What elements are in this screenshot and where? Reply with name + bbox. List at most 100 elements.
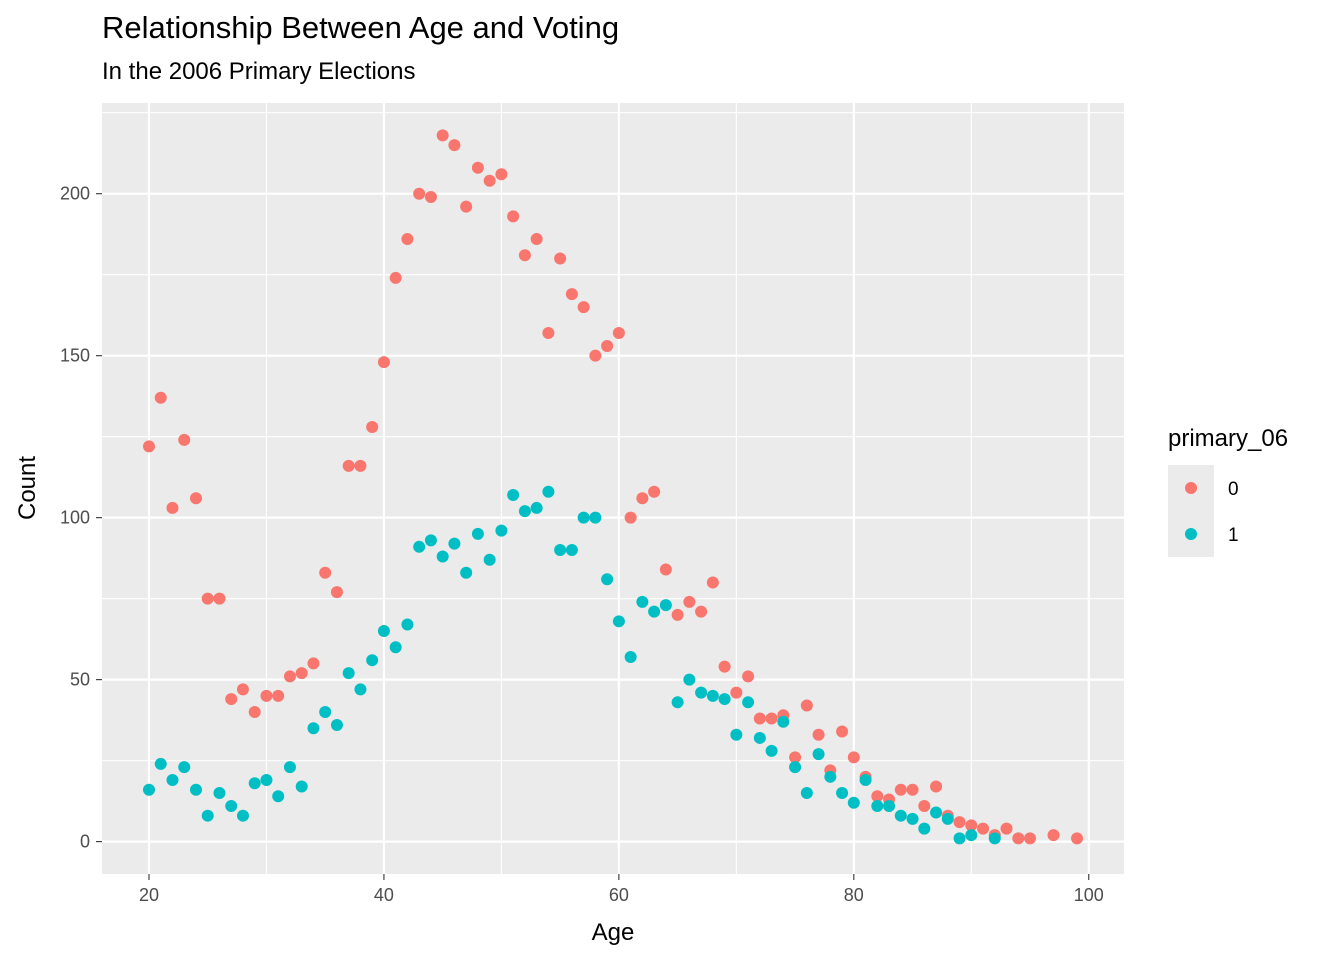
data-point-series-1 bbox=[730, 728, 743, 741]
data-point-series-1 bbox=[530, 501, 543, 514]
x-tick-label: 100 bbox=[1074, 885, 1104, 905]
data-point-series-0 bbox=[977, 822, 990, 835]
plot-panel bbox=[102, 103, 1124, 874]
chart-subtitle: In the 2006 Primary Elections bbox=[102, 58, 416, 85]
data-point-series-0 bbox=[836, 725, 849, 738]
data-point-series-0 bbox=[753, 712, 766, 725]
data-point-series-0 bbox=[413, 187, 426, 200]
data-point-series-0 bbox=[260, 689, 273, 702]
data-point-series-0 bbox=[330, 586, 343, 599]
data-point-series-0 bbox=[201, 592, 214, 605]
data-point-series-1 bbox=[894, 809, 907, 822]
data-point-series-0 bbox=[436, 129, 449, 142]
major-gridlines bbox=[102, 103, 1124, 874]
data-point-series-1 bbox=[906, 812, 919, 825]
data-point-series-1 bbox=[941, 812, 954, 825]
data-point-series-0 bbox=[601, 339, 614, 352]
data-point-series-1 bbox=[648, 605, 661, 618]
data-point-series-1 bbox=[742, 696, 755, 709]
data-point-series-0 bbox=[1071, 832, 1084, 845]
data-point-series-0 bbox=[225, 693, 238, 706]
data-point-series-1 bbox=[718, 693, 731, 706]
data-point-series-0 bbox=[930, 780, 943, 793]
data-point-series-1 bbox=[401, 618, 414, 631]
data-point-series-1 bbox=[307, 722, 320, 735]
data-point-series-0 bbox=[800, 699, 813, 712]
data-point-series-1 bbox=[824, 770, 837, 783]
data-point-series-1 bbox=[542, 485, 555, 498]
data-point-series-0 bbox=[871, 790, 884, 803]
data-point-series-0 bbox=[319, 566, 332, 579]
data-point-series-0 bbox=[577, 301, 590, 314]
data-point-series-1 bbox=[965, 829, 978, 842]
legend-label-1: 1 bbox=[1228, 525, 1239, 546]
data-point-series-0 bbox=[471, 161, 484, 174]
data-point-series-1 bbox=[236, 809, 249, 822]
data-point-series-1 bbox=[495, 524, 508, 537]
data-point-series-1 bbox=[765, 744, 778, 757]
chart-title: Relationship Between Age and Voting bbox=[102, 10, 620, 45]
data-point-series-1 bbox=[448, 537, 461, 550]
data-point-series-0 bbox=[307, 657, 320, 670]
data-point-series-1 bbox=[612, 615, 625, 628]
data-point-series-1 bbox=[836, 787, 849, 800]
data-point-series-1 bbox=[589, 511, 602, 524]
data-point-series-0 bbox=[718, 660, 731, 673]
data-point-series-1 bbox=[213, 787, 226, 800]
y-axis-ticks: 0 50 100 150 200 bbox=[60, 184, 102, 852]
data-point-series-1 bbox=[812, 748, 825, 761]
data-point-series-1 bbox=[671, 696, 684, 709]
data-point-series-1 bbox=[800, 787, 813, 800]
data-point-series-1 bbox=[565, 544, 578, 557]
data-point-series-1 bbox=[424, 534, 437, 547]
data-point-series-1 bbox=[413, 540, 426, 553]
data-point-series-0 bbox=[789, 751, 802, 764]
data-point-series-1 bbox=[706, 689, 719, 702]
data-point-series-1 bbox=[930, 806, 943, 819]
data-point-series-1 bbox=[988, 832, 1001, 845]
data-point-series-0 bbox=[189, 492, 202, 505]
data-point-series-0 bbox=[965, 819, 978, 832]
y-axis-title: Count bbox=[14, 456, 41, 520]
data-point-series-1 bbox=[859, 774, 872, 787]
data-point-series-0 bbox=[483, 174, 496, 187]
data-point-series-0 bbox=[671, 608, 684, 621]
data-point-series-0 bbox=[742, 670, 755, 683]
x-axis-ticks: 20 40 60 80 100 bbox=[139, 874, 1104, 905]
data-point-series-1 bbox=[377, 625, 390, 638]
data-point-series-0 bbox=[1000, 822, 1013, 835]
data-point-series-0 bbox=[154, 391, 167, 404]
data-point-series-1 bbox=[953, 832, 966, 845]
x-tick-label: 60 bbox=[609, 885, 629, 905]
data-point-series-1 bbox=[142, 783, 155, 796]
data-point-series-0 bbox=[565, 288, 578, 301]
x-axis-title: Age bbox=[592, 919, 635, 946]
data-point-series-0 bbox=[695, 605, 708, 618]
data-point-series-0 bbox=[636, 492, 649, 505]
data-point-series-1 bbox=[518, 505, 531, 518]
minor-gridlines bbox=[102, 103, 1124, 874]
y-tick-label: 0 bbox=[80, 832, 90, 852]
data-point-series-1 bbox=[354, 683, 367, 696]
x-tick-label: 40 bbox=[374, 885, 394, 905]
data-point-series-1 bbox=[683, 673, 696, 686]
data-point-series-1 bbox=[189, 783, 202, 796]
y-tick-label: 50 bbox=[70, 670, 90, 690]
data-point-series-0 bbox=[906, 783, 919, 796]
data-point-series-0 bbox=[295, 667, 308, 680]
data-point-series-0 bbox=[377, 356, 390, 369]
legend-title: primary_06 bbox=[1168, 425, 1288, 452]
data-point-series-0 bbox=[530, 233, 543, 246]
data-point-series-0 bbox=[648, 485, 661, 498]
data-point-series-0 bbox=[283, 670, 296, 683]
data-points bbox=[142, 129, 1084, 845]
data-point-series-0 bbox=[1024, 832, 1037, 845]
data-point-series-0 bbox=[1047, 829, 1060, 842]
data-point-series-1 bbox=[248, 777, 261, 790]
data-point-series-1 bbox=[154, 757, 167, 770]
y-tick-label: 100 bbox=[60, 508, 90, 528]
data-point-series-1 bbox=[178, 761, 191, 774]
data-point-series-0 bbox=[178, 433, 191, 446]
data-point-series-1 bbox=[295, 780, 308, 793]
